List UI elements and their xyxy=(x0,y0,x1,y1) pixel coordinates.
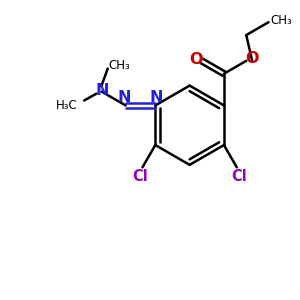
Text: O: O xyxy=(189,52,202,67)
Text: Cl: Cl xyxy=(231,169,247,184)
Text: N: N xyxy=(150,90,163,105)
Text: N: N xyxy=(118,90,131,105)
Text: O: O xyxy=(245,51,259,66)
Text: Cl: Cl xyxy=(133,169,148,184)
Text: CH₃: CH₃ xyxy=(109,59,130,72)
Text: N: N xyxy=(96,83,109,98)
Text: CH₃: CH₃ xyxy=(271,14,292,27)
Text: H₃C: H₃C xyxy=(56,99,77,112)
